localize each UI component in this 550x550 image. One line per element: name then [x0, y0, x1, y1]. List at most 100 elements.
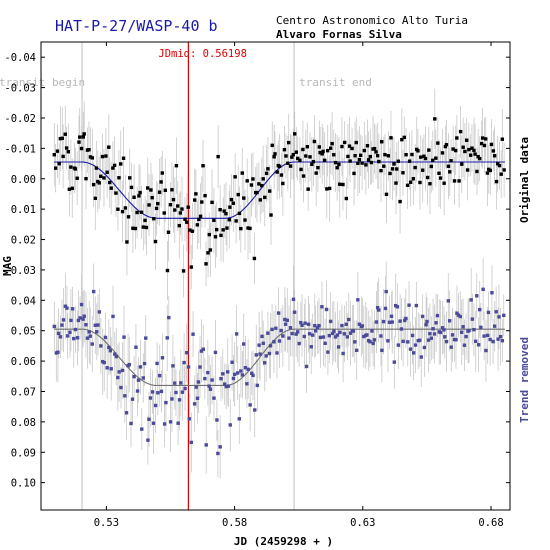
data-point-original	[419, 155, 423, 159]
data-point-trend-removed	[338, 330, 342, 335]
data-point-original	[258, 198, 262, 202]
data-point-original	[477, 156, 482, 161]
data-point-original	[383, 152, 387, 157]
data-point-original	[60, 136, 65, 140]
data-point-original	[107, 145, 111, 149]
data-point-trend-removed	[277, 339, 282, 343]
data-point-trend-removed	[370, 329, 374, 333]
data-point-trend-removed	[108, 349, 113, 353]
x-axis-label: JD (2459298 + )	[234, 535, 333, 548]
data-point-original	[104, 154, 108, 158]
data-point-original	[402, 135, 406, 140]
data-point-original	[312, 139, 317, 144]
data-point-original	[159, 180, 163, 184]
data-point-original	[341, 182, 345, 187]
data-point-trend-removed	[485, 333, 490, 338]
data-point-trend-removed	[186, 365, 191, 369]
data-point-trend-removed	[79, 302, 84, 307]
data-point-original	[248, 226, 252, 231]
data-point-original	[388, 171, 392, 176]
data-point-trend-removed	[494, 310, 498, 314]
data-point-trend-removed	[162, 422, 167, 426]
data-point-original	[306, 187, 310, 191]
data-point-trend-removed	[380, 348, 384, 353]
data-point-trend-removed	[428, 331, 432, 336]
data-point-trend-removed	[56, 331, 61, 336]
data-point-trend-removed	[390, 320, 394, 324]
data-point-original	[141, 225, 146, 229]
data-point-trend-removed	[159, 389, 164, 394]
data-point-original	[301, 147, 305, 152]
data-point-trend-removed	[158, 373, 162, 378]
data-point-trend-removed	[300, 323, 304, 328]
data-point-original	[66, 150, 70, 154]
data-point-original	[452, 179, 457, 183]
data-point-original	[440, 151, 445, 155]
data-point-trend-removed	[351, 329, 356, 333]
data-point-trend-removed	[90, 342, 94, 346]
data-point-trend-removed	[124, 411, 129, 415]
x-tick-label: 0.68	[478, 517, 503, 529]
data-point-trend-removed	[283, 317, 287, 322]
data-point-original	[442, 181, 446, 185]
data-point-trend-removed	[232, 372, 237, 377]
model-curve-trend-removed	[54, 328, 505, 386]
data-point-trend-removed	[481, 287, 485, 292]
data-point-trend-removed	[320, 305, 324, 309]
data-point-trend-removed	[296, 330, 300, 334]
data-point-original	[425, 175, 430, 180]
data-point-trend-removed	[461, 325, 465, 329]
data-point-trend-removed	[455, 311, 459, 315]
data-point-original	[500, 137, 505, 141]
data-point-original	[125, 240, 129, 244]
data-point-trend-removed	[472, 327, 476, 332]
data-point-original	[305, 145, 309, 149]
data-point-trend-removed	[192, 402, 197, 406]
data-point-original	[407, 159, 412, 163]
data-point-trend-removed	[267, 351, 272, 356]
data-point-original	[380, 140, 384, 144]
data-point-original	[186, 205, 190, 209]
data-point-trend-removed	[482, 334, 486, 338]
data-point-original	[398, 199, 402, 204]
data-point-trend-removed	[151, 421, 156, 425]
data-point-trend-removed	[69, 318, 73, 323]
data-point-original	[384, 192, 389, 197]
data-point-trend-removed	[206, 370, 210, 375]
data-point-trend-removed	[467, 328, 471, 333]
data-point-original	[436, 141, 440, 145]
data-point-trend-removed	[399, 327, 404, 331]
data-point-trend-removed	[490, 291, 494, 295]
data-point-original	[219, 233, 223, 238]
data-point-trend-removed	[321, 335, 326, 339]
data-point-original	[251, 177, 255, 181]
data-point-original	[295, 156, 300, 161]
data-point-original	[489, 142, 494, 147]
data-point-original	[233, 175, 237, 179]
data-point-trend-removed	[204, 443, 208, 447]
data-point-trend-removed	[251, 373, 255, 378]
data-point-original	[422, 154, 426, 158]
data-point-trend-removed	[258, 352, 262, 356]
data-point-original	[162, 211, 166, 215]
data-point-original	[108, 180, 112, 185]
data-point-trend-removed	[196, 380, 201, 384]
data-point-original	[78, 135, 82, 139]
data-point-trend-removed	[127, 362, 132, 367]
data-point-original	[437, 171, 441, 175]
data-point-original	[203, 193, 207, 198]
data-point-original	[369, 160, 374, 165]
data-point-original	[404, 152, 408, 157]
data-point-original	[318, 150, 322, 155]
data-point-original	[275, 170, 279, 174]
data-point-trend-removed	[176, 421, 180, 425]
data-point-original	[52, 153, 56, 157]
data-point-trend-removed	[401, 339, 405, 344]
data-point-original	[119, 162, 123, 166]
data-point-trend-removed	[424, 323, 428, 327]
data-point-trend-removed	[297, 341, 301, 346]
data-point-trend-removed	[168, 420, 173, 424]
data-point-original	[100, 154, 105, 159]
data-point-trend-removed	[447, 319, 452, 323]
data-point-trend-removed	[360, 324, 365, 328]
